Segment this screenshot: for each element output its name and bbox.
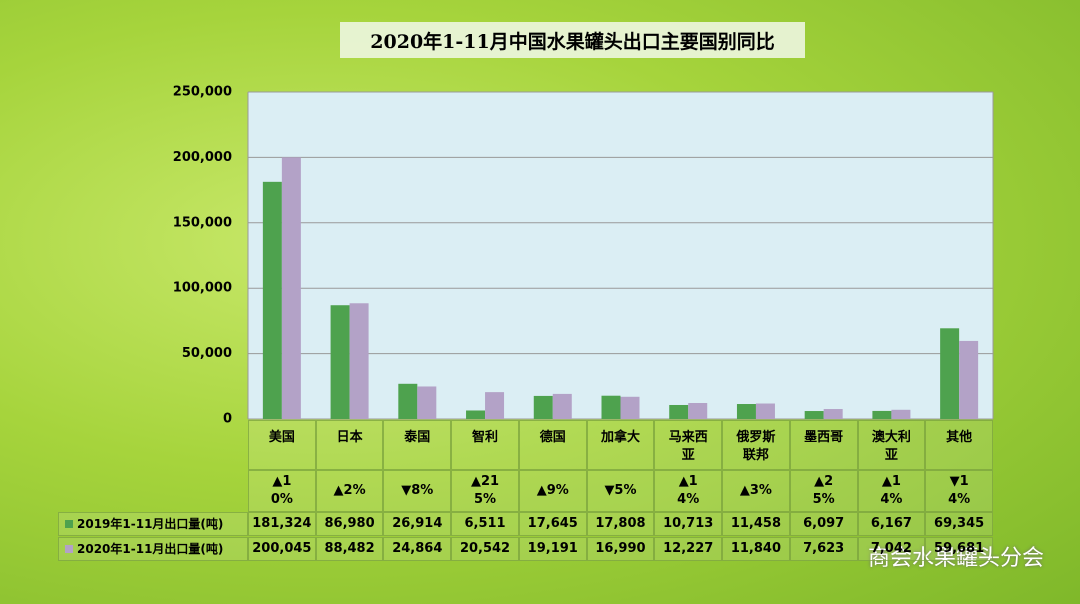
bar xyxy=(804,411,824,419)
plot-area xyxy=(248,92,993,419)
bar xyxy=(281,157,301,420)
legend-entry: 2019年1-11月出口量(吨) xyxy=(58,512,248,536)
value-label: 86,980 xyxy=(315,512,384,536)
change-label: ▲3% xyxy=(722,470,790,512)
value-label: 24,864 xyxy=(383,537,452,561)
category-label: 墨西哥 xyxy=(789,420,858,470)
bar xyxy=(398,383,418,419)
value-label: 17,645 xyxy=(518,512,587,536)
change-label: ▼8% xyxy=(383,470,452,512)
change-label: ▼14% xyxy=(925,470,993,512)
value-label: 69,345 xyxy=(925,512,993,536)
bar xyxy=(872,410,892,419)
bar xyxy=(417,386,437,419)
value-label: 200,045 xyxy=(248,537,316,561)
category-label: 其他 xyxy=(925,420,993,470)
value-label: 10,713 xyxy=(654,512,723,536)
y-tick-label: 150,000 xyxy=(173,215,232,230)
category-label: 马来西亚 xyxy=(654,420,723,470)
change-label: ▲14% xyxy=(654,470,723,512)
value-label: 26,914 xyxy=(383,512,452,536)
bar xyxy=(891,409,911,419)
legend-label: 2020年1-11月出口量(吨) xyxy=(77,542,224,556)
bar xyxy=(349,303,369,419)
value-label: 11,458 xyxy=(722,512,790,536)
category-label: 加拿大 xyxy=(586,420,655,470)
change-label: ▲9% xyxy=(518,470,587,512)
change-label: ▲25% xyxy=(789,470,858,512)
watermark: 商会水果罐头分会 xyxy=(867,546,1044,571)
value-label: 19,191 xyxy=(518,537,587,561)
value-label: 6,097 xyxy=(789,512,858,536)
chart-title: 2020年1-11月中国水果罐头出口主要国别同比 xyxy=(340,22,805,58)
bar xyxy=(466,410,486,419)
value-label: 88,482 xyxy=(315,537,384,561)
bar xyxy=(688,403,708,419)
category-label: 美国 xyxy=(248,420,316,470)
bar xyxy=(669,404,689,419)
bar xyxy=(959,340,979,419)
value-label: 59,681 xyxy=(925,537,993,561)
value-label: 181,324 xyxy=(248,512,316,536)
legend-swatch xyxy=(65,520,73,528)
value-label: 7,042 xyxy=(857,537,926,561)
y-tick-label: 50,000 xyxy=(182,346,232,361)
y-tick-label: 200,000 xyxy=(173,150,232,165)
category-label: 日本 xyxy=(315,420,384,470)
value-label: 6,511 xyxy=(451,512,519,536)
category-label: 泰国 xyxy=(383,420,452,470)
value-label: 6,167 xyxy=(857,512,926,536)
change-label: ▲10% xyxy=(248,470,316,512)
change-label: ▲14% xyxy=(857,470,926,512)
y-tick-label: 250,000 xyxy=(173,85,232,100)
value-label: 11,840 xyxy=(722,537,790,561)
value-label: 7,623 xyxy=(789,537,858,561)
bar xyxy=(485,392,505,419)
change-label: ▲215% xyxy=(451,470,519,512)
bar xyxy=(262,181,282,419)
change-label: ▲2% xyxy=(315,470,384,512)
bar xyxy=(940,328,960,419)
category-label: 智利 xyxy=(451,420,519,470)
y-tick-label: 100,000 xyxy=(173,281,232,296)
bar xyxy=(552,393,572,419)
bar xyxy=(601,395,621,419)
bar xyxy=(755,403,775,419)
value-label: 16,990 xyxy=(586,537,655,561)
change-label: ▼5% xyxy=(586,470,655,512)
legend-label: 2019年1-11月出口量(吨) xyxy=(77,517,224,531)
category-label: 俄罗斯联邦 xyxy=(722,420,790,470)
legend-swatch xyxy=(65,545,73,553)
value-label: 20,542 xyxy=(451,537,519,561)
bar xyxy=(330,305,350,419)
bar xyxy=(533,395,553,419)
y-tick-label: 0 xyxy=(223,412,232,427)
value-label: 12,227 xyxy=(654,537,723,561)
bar xyxy=(736,404,756,419)
category-label: 德国 xyxy=(518,420,587,470)
bar xyxy=(823,409,843,419)
legend-entry: 2020年1-11月出口量(吨) xyxy=(58,537,248,561)
value-label: 17,808 xyxy=(586,512,655,536)
category-label: 澳大利亚 xyxy=(857,420,926,470)
bar xyxy=(620,396,640,419)
